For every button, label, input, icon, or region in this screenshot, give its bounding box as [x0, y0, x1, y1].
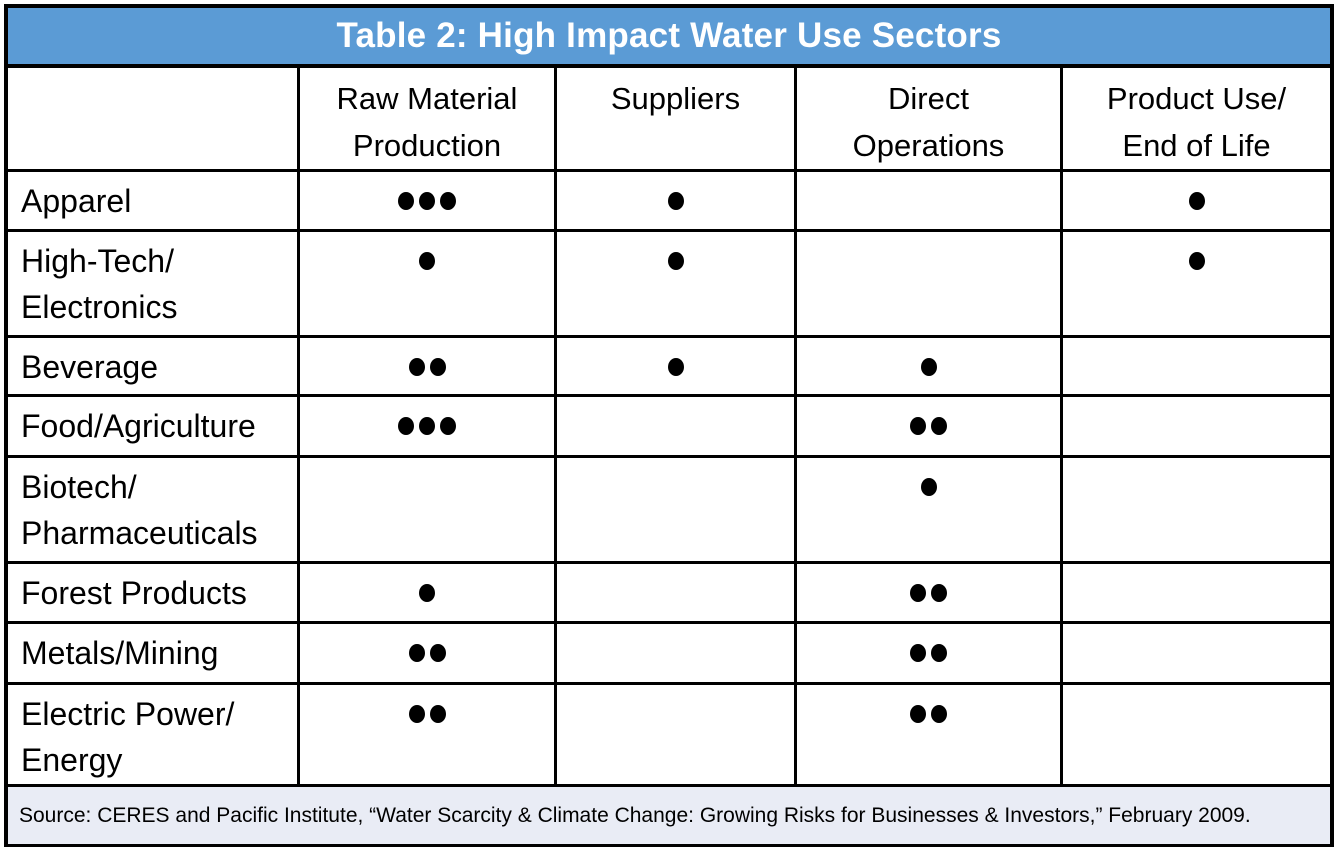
- impact-dot: [920, 478, 937, 496]
- cell-raw-material-production: [300, 685, 557, 784]
- impact-dot: [931, 705, 947, 723]
- table-row-biotech-pharmaceuticals: Biotech/ Pharmaceuticals: [8, 458, 1330, 564]
- table-row-electric-power-energy: Electric Power/ Energy: [8, 685, 1330, 787]
- cell-product-use-end-of-life: [1063, 685, 1330, 784]
- source-note: Source: CERES and Pacific Institute, “Wa…: [19, 803, 1251, 827]
- impact-dot: [408, 358, 425, 376]
- column-header-direct-operations: Direct Operations: [797, 68, 1063, 169]
- column-header-product-use-end-of-life: Product Use/ End of Life: [1106, 81, 1287, 163]
- table-row-beverage: Beverage: [8, 338, 1330, 397]
- table-row-food-agriculture: Food/Agriculture: [8, 397, 1330, 458]
- cell-raw-material-production: [300, 232, 557, 335]
- row-label: Beverage: [8, 338, 300, 394]
- column-header-suppliers: Suppliers: [557, 68, 797, 169]
- table-title-bar: Table 2: High Impact Water Use Sectors: [8, 8, 1330, 68]
- cell-product-use-end-of-life: [1063, 397, 1330, 455]
- source-note-bar: Source: CERES and Pacific Institute, “Wa…: [8, 787, 1330, 844]
- impact-dot: [910, 417, 926, 435]
- table-row-apparel: Apparel: [8, 172, 1330, 232]
- impact-dot: [667, 358, 684, 376]
- cell-suppliers: [557, 458, 797, 561]
- cell-suppliers: [557, 172, 797, 229]
- cell-product-use-end-of-life: [1063, 624, 1330, 682]
- cell-product-use-end-of-life: [1063, 458, 1330, 561]
- impact-dot: [931, 584, 947, 602]
- row-label: Electric Power/ Energy: [8, 685, 300, 784]
- impact-dot: [408, 644, 425, 662]
- impact-dot: [429, 358, 446, 376]
- impact-dot: [429, 644, 446, 662]
- impact-dot: [419, 417, 435, 435]
- impact-dot: [931, 417, 947, 435]
- cell-raw-material-production: [300, 397, 557, 455]
- header-row: Raw Material Production Suppliers Direct…: [8, 68, 1330, 172]
- cell-direct-operations: [797, 232, 1063, 335]
- cell-suppliers: [557, 397, 797, 455]
- cell-product-use-end-of-life: [1063, 232, 1330, 335]
- impact-dot: [910, 584, 926, 602]
- impact-dot: [910, 705, 926, 723]
- table-row-forest-products: Forest Products: [8, 564, 1330, 624]
- cell-direct-operations: [797, 397, 1063, 455]
- cell-suppliers: [557, 624, 797, 682]
- impact-dot: [408, 705, 425, 723]
- row-label: Food/Agriculture: [8, 397, 300, 455]
- impact-dot: [1188, 192, 1205, 210]
- cell-raw-material-production: [300, 338, 557, 394]
- cell-raw-material-production: [300, 458, 557, 561]
- impact-dot: [419, 192, 435, 210]
- row-label: Forest Products: [8, 564, 300, 621]
- header-corner-cell: [8, 68, 300, 169]
- cell-raw-material-production: [300, 624, 557, 682]
- impact-dot: [429, 705, 446, 723]
- impact-dot: [398, 417, 414, 435]
- impact-dot: [1188, 252, 1205, 270]
- cell-raw-material-production: [300, 564, 557, 621]
- impact-dot: [910, 644, 926, 662]
- cell-direct-operations: [797, 685, 1063, 784]
- row-label: Biotech/ Pharmaceuticals: [8, 458, 300, 561]
- cell-direct-operations: [797, 624, 1063, 682]
- impact-dot: [667, 192, 684, 210]
- cell-suppliers: [557, 564, 797, 621]
- cell-raw-material-production: [300, 172, 557, 229]
- impact-dot: [440, 417, 456, 435]
- cell-suppliers: [557, 685, 797, 784]
- impact-dot: [931, 644, 947, 662]
- cell-product-use-end-of-life: [1063, 338, 1330, 394]
- impact-dot: [398, 192, 414, 210]
- impact-dot: [667, 252, 684, 270]
- impact-dot: [920, 358, 937, 376]
- column-header-raw-material-production: Raw Material Production: [300, 68, 557, 169]
- table-row-metals-mining: Metals/Mining: [8, 624, 1330, 685]
- cell-direct-operations: [797, 564, 1063, 621]
- row-label: High-Tech/ Electronics: [8, 232, 300, 335]
- table-row-high-tech-electronics: High-Tech/ Electronics: [8, 232, 1330, 338]
- cell-direct-operations: [797, 458, 1063, 561]
- cell-product-use-end-of-life: [1063, 172, 1330, 229]
- impact-dot: [440, 192, 456, 210]
- cell-product-use-end-of-life: [1063, 564, 1330, 621]
- impact-dot: [419, 252, 435, 270]
- table-title: Table 2: High Impact Water Use Sectors: [336, 16, 1002, 55]
- row-label: Metals/Mining: [8, 624, 300, 682]
- impact-dot: [419, 584, 435, 602]
- cell-suppliers: [557, 338, 797, 394]
- cell-suppliers: [557, 232, 797, 335]
- row-label: Apparel: [8, 172, 300, 229]
- cell-direct-operations: [797, 338, 1063, 394]
- cell-direct-operations: [797, 172, 1063, 229]
- water-use-table-figure: Table 2: High Impact Water Use Sectors R…: [4, 4, 1334, 847]
